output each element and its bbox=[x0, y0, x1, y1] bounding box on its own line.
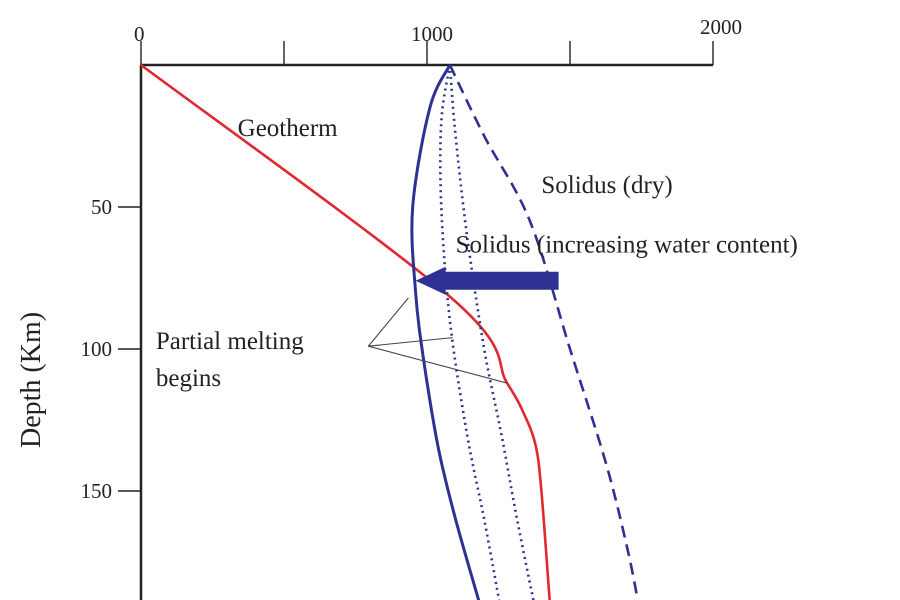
annotation-wet: Solidus (increasing water content) bbox=[456, 231, 798, 258]
series-line-solidus_dry bbox=[448, 64, 640, 600]
annotation-melt1: Partial melting bbox=[156, 328, 304, 355]
x-tick-label: 2000 bbox=[700, 15, 742, 39]
series-group bbox=[140, 63, 640, 600]
annotation-dry: Solidus (dry) bbox=[541, 172, 672, 199]
x-tick-label: 1000 bbox=[411, 22, 453, 46]
water-content-arrow bbox=[415, 266, 559, 295]
water-content-arrow-shape bbox=[415, 266, 559, 295]
series-line-solidus_wet_high bbox=[410, 64, 481, 600]
y-tick-label: 50 bbox=[91, 195, 112, 219]
partial-melting-callouts bbox=[367, 297, 508, 384]
annotation-geotherm: Geotherm bbox=[238, 115, 339, 142]
series-line-solidus_wet_mid bbox=[438, 64, 501, 600]
partial-melting-callout-line bbox=[368, 337, 453, 347]
annotations: Geotherm Solidus (dry) Solidus (increasing… bbox=[156, 115, 798, 392]
series-line-solidus_wet_low bbox=[448, 64, 535, 600]
y-tick-label: 100 bbox=[81, 337, 113, 361]
partial-melting-callout-line bbox=[368, 345, 508, 384]
y-axis-label: Depth (Km) bbox=[16, 312, 47, 448]
y-tick-label: 150 bbox=[81, 479, 113, 503]
x-ticks: 0 1000 2000 bbox=[134, 15, 742, 65]
annotation-melt2: begins bbox=[156, 365, 221, 392]
partial-melting-callout-line bbox=[367, 297, 409, 347]
series-line-geotherm bbox=[140, 63, 551, 600]
y-ticks: 50 100 150 bbox=[81, 195, 141, 503]
x-tick-label: 0 bbox=[134, 22, 145, 46]
